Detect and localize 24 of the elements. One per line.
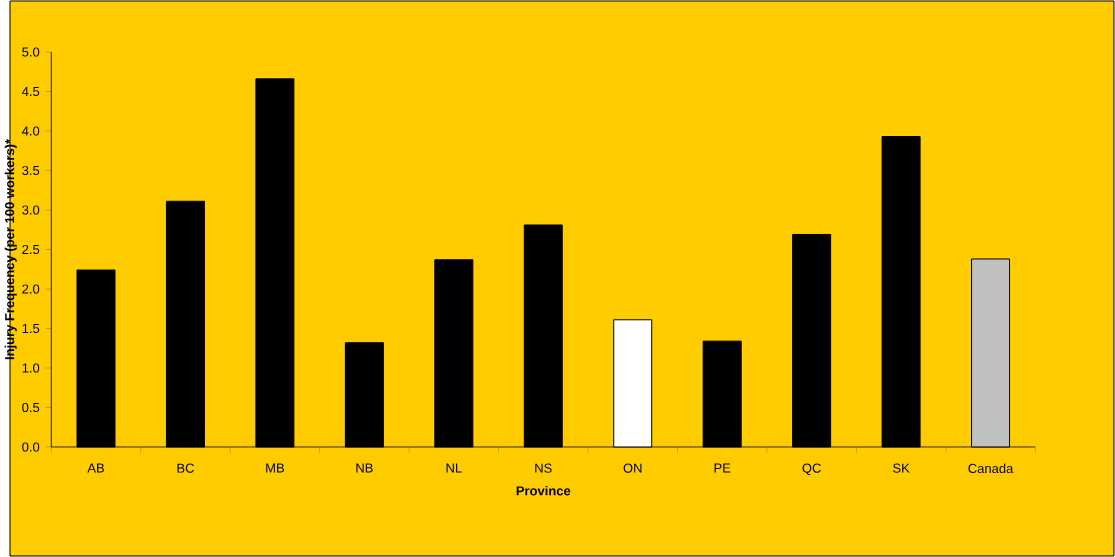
- x-tick-label: BC: [177, 463, 194, 473]
- x-tick-label: SK: [893, 463, 910, 473]
- x-tick-label: Canada: [968, 463, 1014, 474]
- x-tick-label: NS: [535, 463, 552, 473]
- y-tick-label: 1.5: [22, 323, 40, 334]
- x-tick-label: QC: [802, 463, 821, 476]
- y-tick-label: 1.0: [22, 363, 40, 373]
- x-axis-title: Province: [516, 485, 571, 496]
- x-tick-label: MB: [266, 463, 284, 473]
- y-axis-title: Injury Frequency (per 100 workers)*: [4, 138, 17, 360]
- x-tick-label: AB: [87, 463, 104, 473]
- y-tick-label: 3.5: [22, 165, 40, 176]
- y-tick-label: 5.0: [22, 47, 40, 57]
- y-tick-label: 0.0: [22, 442, 40, 452]
- y-tick-label: 0.5: [22, 402, 40, 413]
- x-tick-label: ON: [623, 463, 642, 473]
- x-tick-label: NB: [356, 463, 373, 473]
- y-tick-label: 3.0: [22, 205, 40, 215]
- x-tick-label: NL: [446, 463, 462, 473]
- x-tick-label: PE: [714, 463, 731, 473]
- y-tick-label: 4.5: [21, 86, 40, 97]
- y-tick-label: 4.0: [21, 126, 40, 136]
- y-tick-label: 2.5: [22, 244, 40, 255]
- y-tick-label: 2.0: [22, 284, 40, 294]
